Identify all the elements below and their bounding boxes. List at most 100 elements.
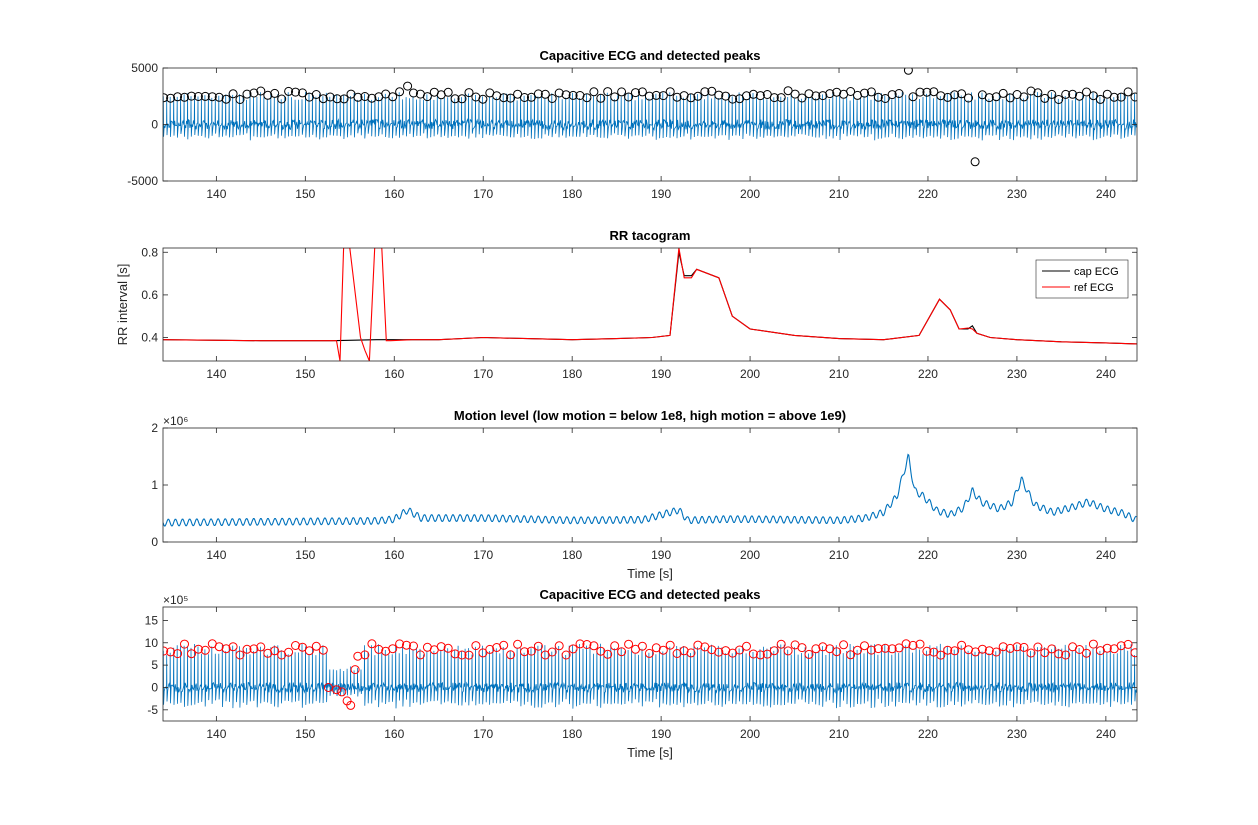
peak-marker [173,92,183,102]
peak-marker [679,91,689,101]
peak-marker-outlier [332,685,341,695]
peak-marker [187,649,196,659]
peak-marker [672,92,682,102]
x-tick-label: 200 [740,727,760,741]
peak-marker [714,647,724,657]
peak-marker [658,91,668,101]
peak-marker [582,640,592,649]
panel-4: 140 150 160 170 180 190 200 210 220 230 240 -5 0 5 10 1… [145,587,1138,760]
y-tick-label: 5 [151,658,158,672]
peak-marker [1047,89,1057,99]
y-tick-label: 15 [145,613,159,627]
peak-marker [187,91,196,101]
peak-marker [436,642,446,652]
peak-marker [880,643,890,653]
peak-marker [568,90,578,100]
x-tick-label: 230 [1007,367,1027,381]
peak-marker [1040,648,1050,658]
x-tick-label: 220 [918,727,938,741]
y-axis-label: RR interval [s] [115,264,130,346]
y-tick-label: 1 [151,478,158,492]
x-tick-label: 140 [206,367,226,381]
y-tick-label: -5000 [127,174,158,188]
peak-marker [617,87,627,97]
peak-marker-outlier [403,81,413,91]
peak-marker [478,648,488,658]
peak-marker [298,88,307,98]
peak-marker [242,644,252,654]
legend-box [1035,259,1129,299]
peak-marker [637,641,647,651]
peak-marker [769,93,779,103]
peak-marker [422,92,432,102]
peak-marker [589,87,599,97]
y-exponent-label: ×10⁵ [163,593,188,607]
x-tick-label: 150 [295,548,315,562]
peak-marker [1019,642,1029,652]
peak-marker [950,90,960,100]
peak-marker [1054,649,1064,659]
y-tick-label: 0.4 [141,331,158,345]
peak-marker [471,641,481,651]
peak-marker [769,646,779,656]
peak-marker [818,91,828,101]
x-tick-label: 140 [206,548,226,562]
peak-marker [235,95,245,104]
peak-marker [998,642,1008,652]
peak-marker [873,644,883,654]
peak-marker [1123,87,1133,97]
peak-marker [1088,91,1098,101]
x-tick-label: 140 [206,727,226,741]
y-tick-label: 0 [151,118,158,132]
peak-marker [311,641,321,651]
peak-marker [277,94,287,104]
peak-marker [700,87,710,97]
peak-marker [860,641,869,651]
peak-marker [887,90,897,100]
peak-marker [409,88,418,98]
peak-marker [1026,648,1036,658]
peak-marker [998,88,1008,98]
plot-content [163,639,1137,710]
x-tick-label: 240 [1096,187,1116,201]
peak-marker [1068,89,1078,99]
peak-marker [686,648,696,658]
x-tick-label: 140 [206,187,226,201]
x-tick-label: 220 [918,548,938,562]
peak-marker [520,93,529,102]
peak-marker-outlier [337,687,347,697]
peak-marker [922,646,932,656]
peak-marker [755,91,765,101]
peak-marker [783,86,793,96]
peak-marker [631,88,640,98]
x-tick-label: 170 [473,548,493,562]
peak-marker [311,90,321,99]
plot-content [163,453,1137,527]
x-tick-label: 210 [829,367,849,381]
peak-marker [991,647,1001,657]
x-tick-label: 220 [918,187,938,201]
peak-marker [526,92,536,102]
x-tick-label: 210 [829,187,849,201]
peak-marker [637,87,647,97]
peak-marker [811,644,821,654]
x-tick-label: 170 [473,727,493,741]
peak-marker [506,93,516,103]
y-tick-label: 0 [151,535,158,549]
peak-marker [936,91,946,101]
peak-marker [499,640,509,650]
x-tick-label: 190 [651,727,671,741]
peak-marker [1088,639,1098,649]
peak-marker [228,642,238,652]
peak-marker [977,644,987,654]
peak-marker [284,647,294,657]
peak-marker [617,647,627,657]
peak-marker [485,644,495,654]
peak-marker [318,645,328,655]
peak-marker [797,643,807,653]
peak-marker [193,92,203,101]
peak-marker [811,91,821,101]
peak-marker [1033,642,1043,652]
x-tick-label: 190 [651,187,671,201]
